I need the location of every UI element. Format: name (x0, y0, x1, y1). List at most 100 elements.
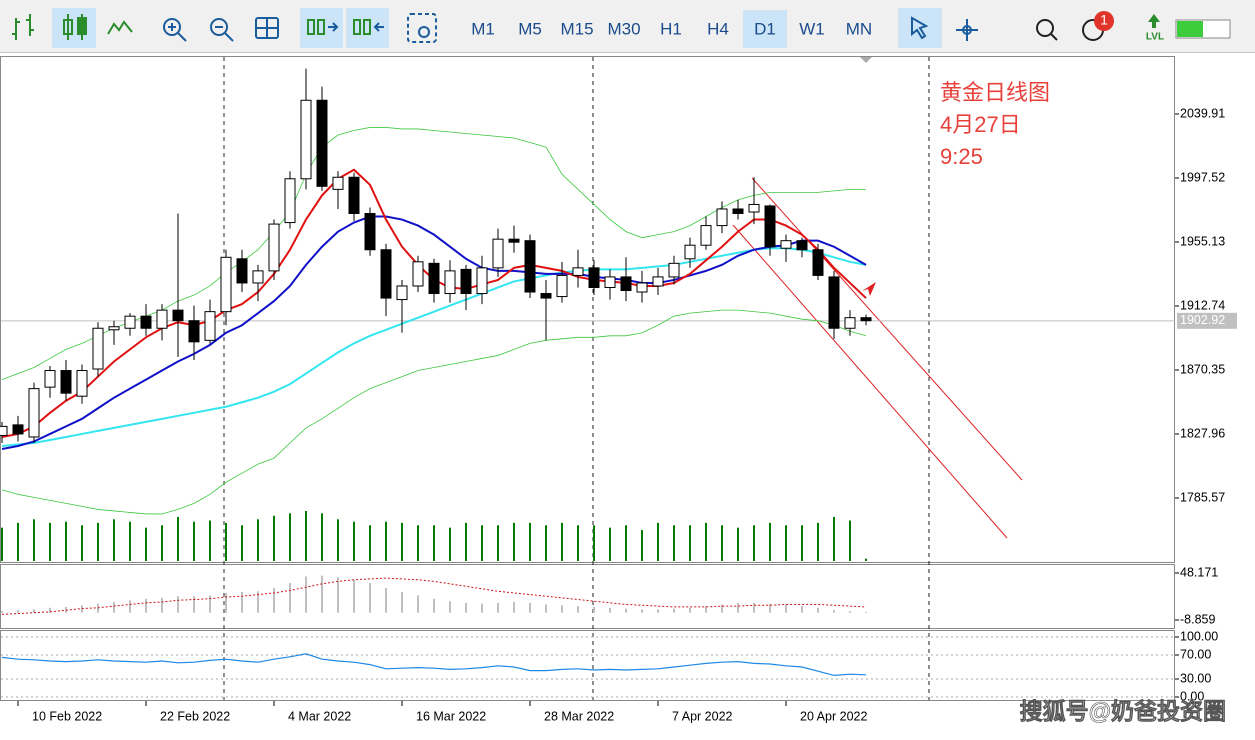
last-price-box (1177, 312, 1237, 329)
candle-body (220, 256, 232, 313)
notification-count: 1 (1100, 12, 1108, 28)
timeframe-button[interactable]: H4 (707, 19, 729, 38)
candle-body (732, 208, 744, 215)
level-icon[interactable] (1148, 14, 1160, 28)
y-tick-label: 1870.35 (1180, 362, 1225, 376)
candle-body (92, 327, 104, 370)
candle-body (828, 276, 840, 329)
line-chart-icon[interactable] (107, 20, 133, 35)
candle-body (364, 213, 376, 251)
x-tick-label: 22 Feb 2022 (160, 709, 230, 723)
timeframe-button[interactable]: D1 (754, 19, 776, 38)
candle-body (860, 317, 872, 322)
candle-body (844, 317, 856, 329)
timeframe-button[interactable]: M30 (607, 19, 640, 38)
candle-body (172, 309, 184, 322)
x-tick-label: 10 Feb 2022 (32, 709, 102, 723)
candle-body (0, 425, 8, 436)
candle-body (268, 223, 280, 272)
toolbar-icons (12, 8, 133, 48)
shift-marker (860, 57, 872, 63)
signal-fill (1177, 21, 1203, 37)
crosshair-icon[interactable] (956, 19, 978, 41)
x-tick-label: 4 Mar 2022 (288, 709, 351, 723)
timeframe-button[interactable]: M15 (560, 19, 593, 38)
cursor-icon[interactable] (911, 16, 929, 40)
candle-body (412, 261, 424, 287)
candle-body (204, 311, 216, 341)
period-separator (223, 57, 930, 700)
signal-line (1, 577, 867, 615)
candle-body (476, 267, 488, 295)
zoom-in[interactable] (163, 18, 181, 36)
toolbar (0, 0, 1255, 52)
x-tick-label: 7 Apr 2022 (672, 709, 733, 723)
timeframe-button[interactable]: W1 (799, 19, 825, 38)
search-icon[interactable] (1036, 19, 1054, 37)
candle-body (652, 276, 664, 287)
candle-body (492, 238, 504, 269)
candle-body (156, 309, 168, 329)
rsi-line (1, 653, 867, 677)
candle-body (44, 370, 56, 388)
y-tick-label: 30.00 (1180, 671, 1211, 685)
timeframe-button[interactable]: H1 (660, 19, 682, 38)
x-tick-label: 28 Mar 2022 (544, 709, 614, 723)
candle-body (556, 274, 568, 298)
candle-body (572, 267, 584, 276)
candle-body (316, 99, 328, 187)
candle-body (332, 176, 344, 190)
x-tick-label: 20 Apr 2022 (800, 709, 867, 723)
zoom-out[interactable] (210, 18, 228, 36)
candle-body (76, 370, 88, 397)
candle-body (604, 276, 616, 288)
y-tick-label: 100.00 (1180, 629, 1218, 643)
level-label: LVL (1146, 32, 1164, 43)
last-price-label: 1902.92 (1180, 313, 1225, 327)
screenshot-icon[interactable] (407, 13, 437, 43)
timeframe-button[interactable]: MN (846, 19, 872, 38)
candle-body (428, 262, 440, 295)
candle-body (300, 99, 312, 180)
candle-body (620, 276, 632, 292)
bar-chart-icon[interactable] (12, 14, 34, 40)
candle-body (748, 203, 760, 213)
y-tick-label: 2039.91 (1180, 106, 1225, 120)
annotation: 黄金日线图 (940, 80, 1050, 105)
zoom-icons (163, 17, 279, 42)
candle-body (668, 262, 680, 278)
candle-body (796, 240, 808, 251)
indicator-line (1, 215, 867, 451)
x-tick-label: 16 Mar 2022 (416, 709, 486, 723)
candle-body (140, 315, 152, 329)
candle-body (460, 268, 472, 295)
candle-body (236, 258, 248, 284)
candle-body (380, 249, 392, 299)
candle-body (348, 176, 360, 215)
indicator-line (1, 247, 867, 448)
candle-body (252, 270, 264, 284)
candle-body (684, 244, 696, 260)
candle-icon-bg[interactable] (52, 8, 96, 48)
candle-body (12, 424, 24, 435)
candle-body (700, 225, 712, 246)
y-tick-label: 1785.57 (1180, 490, 1225, 504)
arrow-annotation (862, 282, 876, 296)
indicator-line (1, 309, 867, 515)
watermark: 搜狐号@奶爸投资圈 (1020, 698, 1226, 724)
y-tick-label: 1912.74 (1180, 298, 1225, 312)
timeframe-button[interactable]: M5 (518, 19, 542, 38)
candle-body (524, 240, 536, 293)
notification-badge[interactable] (1094, 11, 1114, 31)
y-tick-label: 48.171 (1180, 565, 1218, 579)
candle-body (780, 240, 792, 249)
rsi-panel (0, 630, 1175, 701)
candle-body (108, 326, 120, 331)
timeframe-button[interactable]: M1 (471, 19, 495, 38)
candle-body (188, 320, 200, 343)
candle-body (636, 282, 648, 293)
annotation: 9:25 (940, 144, 983, 169)
candle-body (716, 208, 728, 227)
candle-body (508, 238, 520, 243)
